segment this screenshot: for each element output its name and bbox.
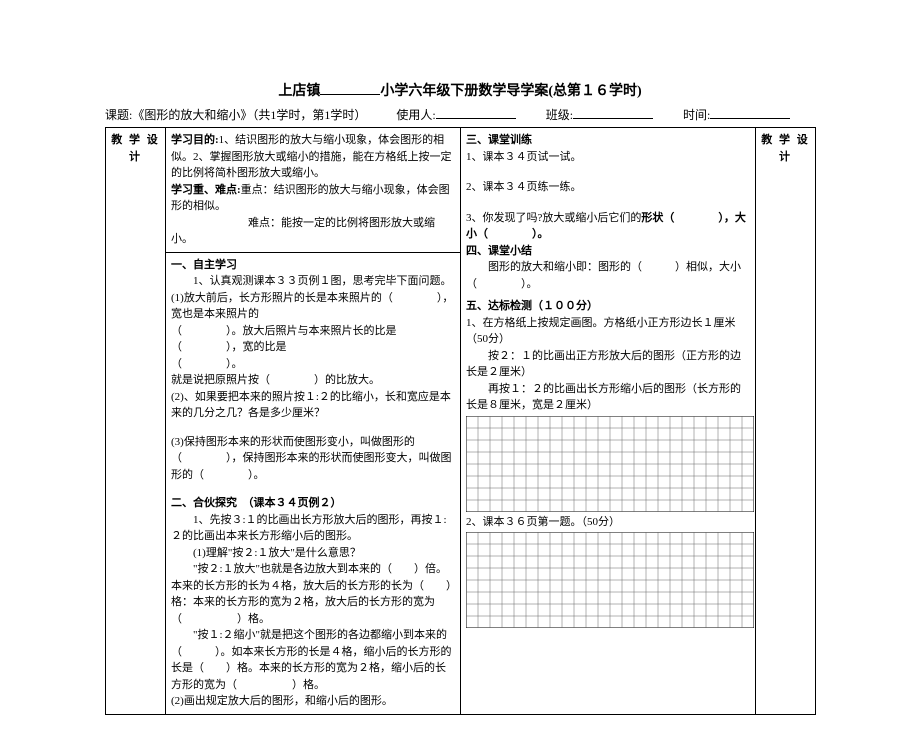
- meta-time: 时间:: [683, 106, 790, 123]
- r3-2: 2、课本３４页练一练。: [466, 179, 750, 196]
- s2-4: (2)画出规定放大后的图形，和缩小后的图形。: [171, 693, 455, 710]
- s1-2c: （ ）。: [171, 356, 455, 373]
- grid1: [466, 416, 754, 512]
- r4-1: 图形的放大和缩小即：图形的（ ）相似，大小（ ）。: [466, 259, 750, 292]
- main-table: 教 学 设 计 学习目的:1、结识图形的放大与缩小现象，体会图形的相似。2、掌握…: [105, 127, 816, 715]
- s1-4: (2)、如果要把本来的照片按１:２的比缩小，长和宽应是本来的几分之几？各是多少厘…: [171, 389, 455, 422]
- title-suffix: 小学六年级下册数学导学案(总第１６学时): [380, 84, 641, 99]
- r5-4: 2、课本３６页第一题。（50分）: [466, 514, 750, 531]
- spacer: [171, 422, 455, 434]
- r5-1: 1、在方格纸上按规定画图。方格纸小正方形边长１厘米（50分）: [466, 315, 750, 348]
- s1-3: 就是说把原照片按（ ）的比放大。: [171, 372, 455, 389]
- sec1: 一、自主学习: [171, 257, 455, 274]
- r3-3a: 3、你发现了吗?放大或缩小后它们的: [466, 212, 641, 224]
- s1-1: 1、认真观测课本３３页例１图，思考完毕下面问题。: [171, 273, 455, 290]
- class-blank: [573, 108, 653, 119]
- sec4: 四、课堂小结: [466, 243, 750, 260]
- objective-row: 学习目的:1、结识图形的放大与缩小现象，体会图形的相似。2、掌握图形放大或缩小的…: [171, 132, 455, 182]
- s1-5: (3)保持图形本来的形状而使图形变小，叫做图形的（ ），保持图形本来的形状而使图…: [171, 434, 455, 484]
- keypoint-row: 学习重、难点:重点：结识图形的放大与缩小现象，体会图形的相似。: [171, 182, 455, 215]
- topic-text: 《图形的放大和缩小》（共1学时，第1学时）: [132, 108, 366, 122]
- r5-3: 再按１：２的比画出长方形缩小后的图形（长方形的长是８厘米，宽是２厘米）: [466, 381, 750, 414]
- grid2: [466, 532, 754, 628]
- meta-topic: 课题:《图形的放大和缩小》（共1学时，第1学时）: [105, 106, 366, 123]
- time-label: 时间:: [683, 108, 710, 122]
- meta-user: 使用人:: [396, 106, 515, 123]
- topic-label: 课题:: [105, 108, 132, 122]
- keypoint-label: 学习重、难点:: [171, 184, 241, 196]
- s1-2a: (1)放大前后，长方形照片的长是本来照片的（ ），宽也是本来照片的: [171, 290, 455, 323]
- meta-class: 班级:: [546, 106, 653, 123]
- class-label: 班级:: [546, 108, 573, 122]
- s2-3: "按１:２缩小"就是把这个图形的各边都缩小到本来的（ ）。如本来长方形的长是４格…: [171, 627, 455, 693]
- bottom-left-cell: 一、自主学习 1、认真观测课本３３页例１图，思考完毕下面问题。 (1)放大前后，…: [166, 252, 461, 714]
- spacer: [466, 165, 750, 179]
- title-prefix: 上店镇: [278, 84, 320, 99]
- side-right: 教 学 设 计: [756, 128, 816, 715]
- spacer: [466, 196, 750, 210]
- s2-2: "按２:１放大"也就是各边放大到本来的（ ）倍。本来的长方形的长为４格，放大后的…: [171, 561, 455, 627]
- side-left: 教 学 设 计: [106, 128, 166, 715]
- keypoint2: 难点：能按一定的比例将图形放大或缩小。: [171, 215, 455, 248]
- r3-3: 3、你发现了吗?放大或缩小后它们的形状（ ），大小（ ）。: [466, 210, 750, 243]
- sec3: 三、课堂训练: [466, 132, 750, 149]
- s2-1: (1)理解"按２:１放大"是什么意思？: [171, 545, 455, 562]
- user-label: 使用人:: [396, 108, 435, 122]
- objective-label: 学习目的:: [171, 134, 219, 146]
- s1-2b: （ ）。放大后照片与本来照片长的比是（ ），宽的比是: [171, 323, 455, 356]
- sec2: 二、合伙探究 （课本３４页例２）: [171, 495, 455, 512]
- meta-row: 课题:《图形的放大和缩小》（共1学时，第1学时） 使用人: 班级: 时间:: [105, 106, 815, 123]
- s2-0: 1、先按３:１的比画出长方形放大后的图形，再按１:２的比画出本来长方形缩小后的图…: [171, 512, 455, 545]
- top-left-cell: 学习目的:1、结识图形的放大与缩小现象，体会图形的相似。2、掌握图形放大或缩小的…: [166, 128, 461, 253]
- title-blank: [320, 83, 380, 95]
- sec5: 五、达标检测（１００分）: [466, 298, 750, 315]
- doc-title: 上店镇 小学六年级下册数学导学案(总第１６学时): [105, 80, 815, 100]
- user-blank: [436, 108, 516, 119]
- right-cell: 三、课堂训练 1、课本３４页试一试。 2、课本３４页练一练。 3、你发现了吗?放…: [461, 128, 756, 715]
- r3-1: 1、课本３４页试一试。: [466, 149, 750, 166]
- spacer: [171, 483, 455, 495]
- time-blank: [710, 108, 790, 119]
- r5-2: 按２：１的比画出正方形放大后的图形（正方形的边长是２厘米）: [466, 348, 750, 381]
